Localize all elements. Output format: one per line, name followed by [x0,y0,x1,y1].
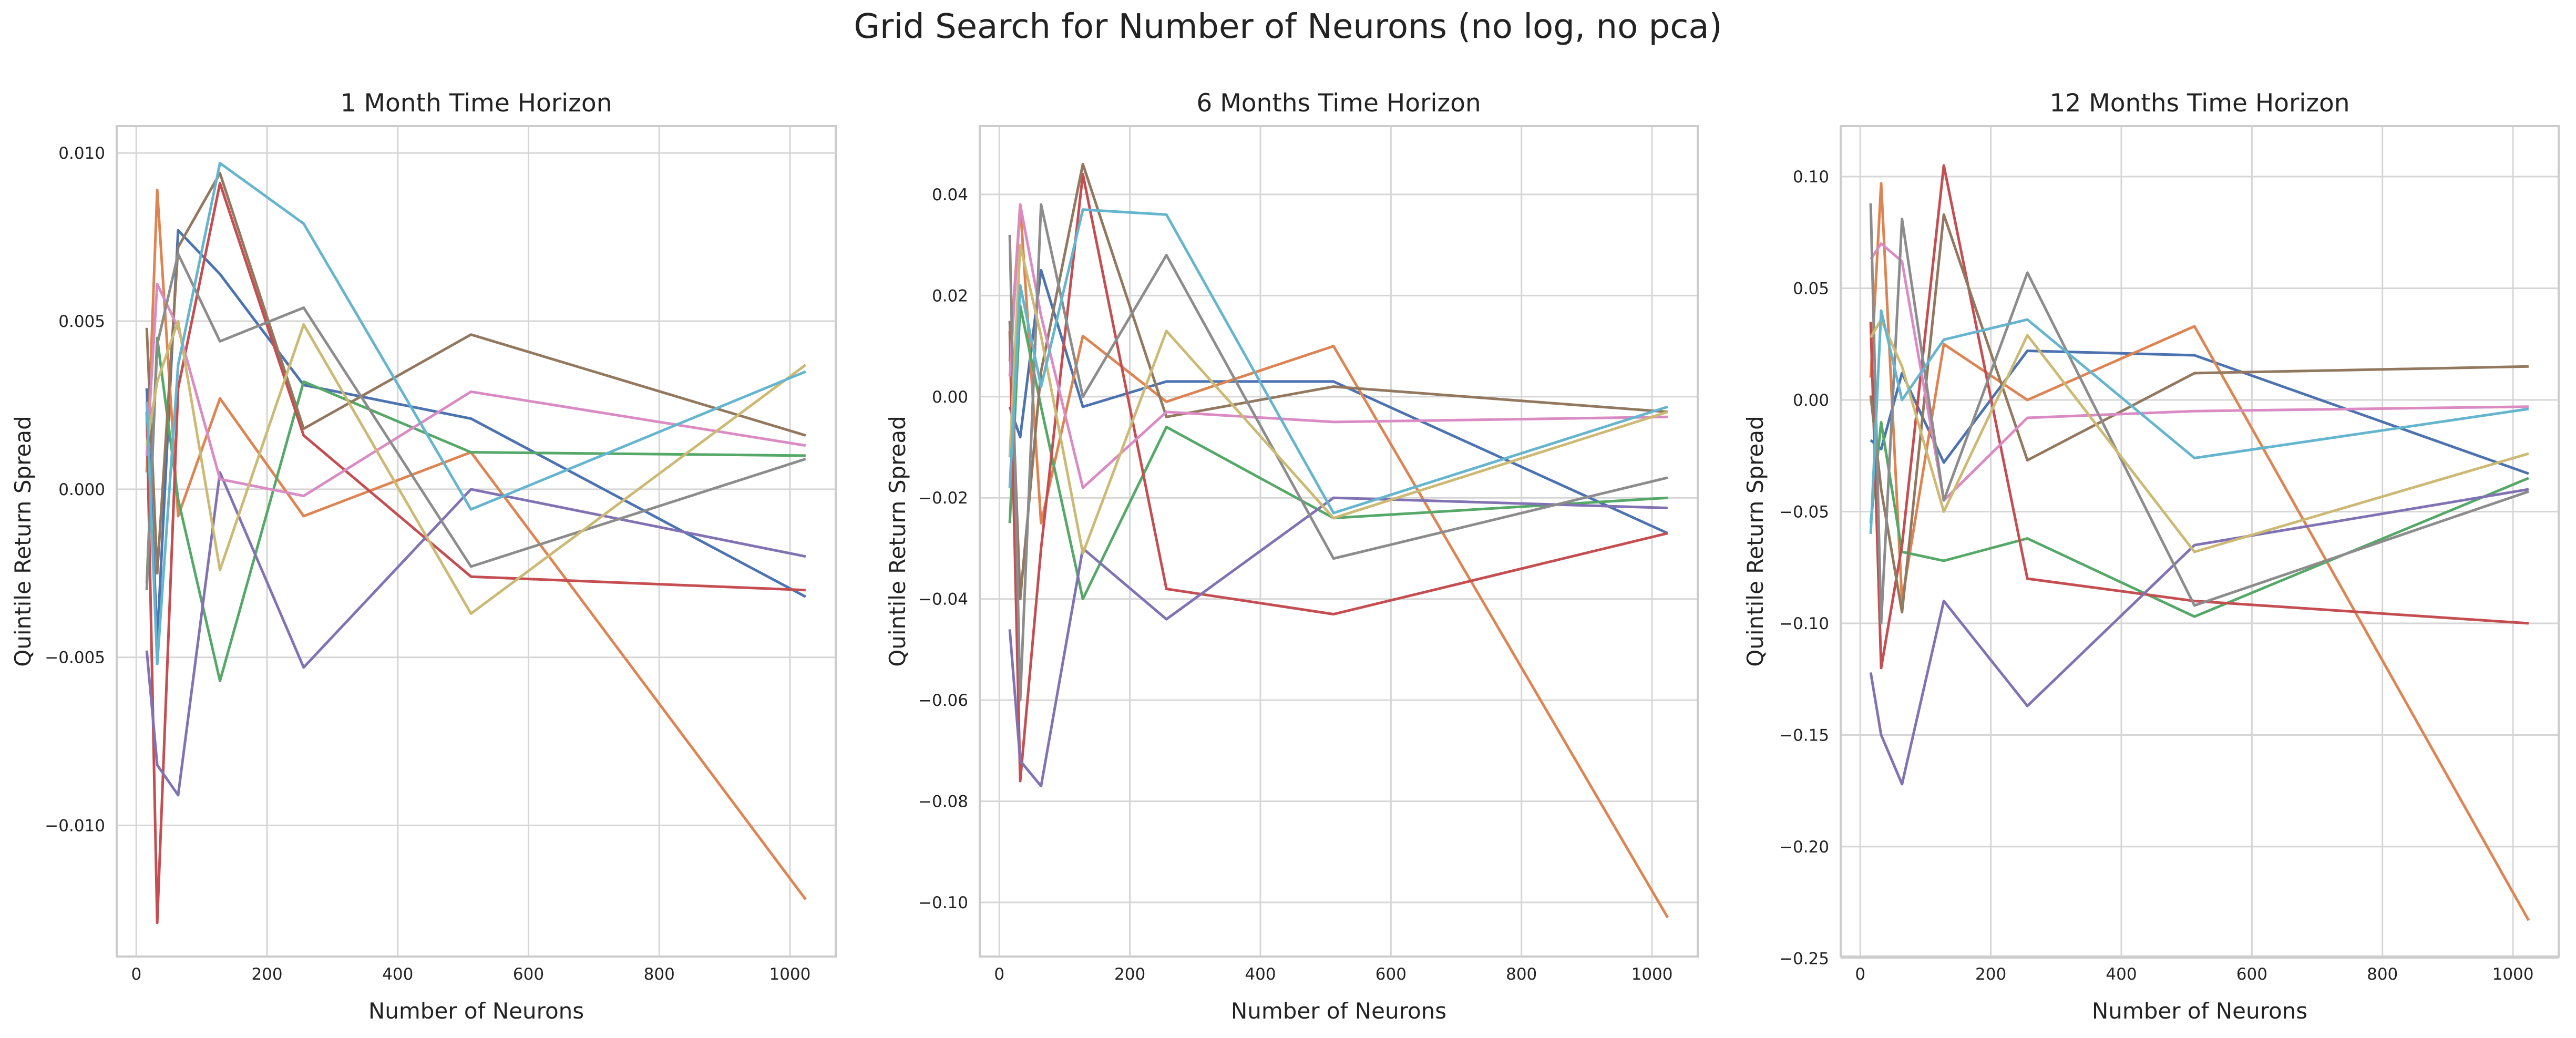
y-axis-label: Quintile Return Spread [1742,416,1768,667]
chart-panel-6-months: 6 Months Time Horizon Number of Neurons … [885,89,1699,1024]
series-line-8 [1008,203,1668,702]
x-axis-label: Number of Neurons [1231,998,1446,1024]
y-tick-label: 0.04 [932,186,968,204]
y-axis-label: Quintile Return Spread [885,416,910,667]
series-line-8 [145,252,806,590]
x-tick-label: 200 [1975,965,2006,984]
x-tick-label: 0 [131,965,141,984]
series-line-6 [1869,213,2529,614]
series-line-10 [1869,309,2529,535]
x-tick-label: 1000 [1631,965,1673,984]
y-tick-label: −0.20 [1779,838,1829,857]
y-tick-label: −0.04 [918,590,968,609]
series-line-9 [1869,318,2529,553]
plot-frame [979,125,1699,958]
x-tick-label: 600 [2236,965,2267,984]
panel-title: 1 Month Time Horizon [341,89,612,118]
series-line-5 [1008,496,1668,788]
x-tick-label: 800 [2367,965,2398,984]
series-line-4 [1008,172,1668,783]
chart-panel-12-months: 12 Months Time Horizon Number of Neurons… [1742,89,2560,1024]
x-tick-label: 200 [251,965,282,984]
series-line-7 [145,283,806,498]
panel-title: 6 Months Time Horizon [1196,89,1481,118]
series-group [145,161,807,924]
y-tick-label: −0.005 [45,649,105,667]
series-line-6 [145,172,806,575]
x-axis-label: Number of Neurons [368,998,584,1024]
grid [1841,126,2559,959]
x-tick-label: 0 [994,965,1004,984]
series-line-2 [1869,182,2530,921]
series-line-4 [1869,164,2529,670]
series-line-1 [1008,269,1668,535]
y-tick-label: 0.00 [1793,391,1829,410]
y-tick-label: −0.02 [918,489,968,508]
series-line-1 [1870,350,2529,475]
series-line-5 [1869,488,2529,786]
y-tick-label: −0.05 [1779,502,1829,521]
panel-title: 12 Months Time Horizon [2049,89,2349,118]
series-line-6 [1008,162,1668,601]
y-tick-label: 0.10 [1793,168,1829,187]
x-tick-label: 400 [382,965,413,984]
y-tick-label: 0.000 [58,480,105,499]
y-tick-label: 0.00 [932,388,968,407]
x-tick-label: 400 [2106,965,2137,984]
series-line-7 [1008,203,1668,489]
series-line-10 [145,161,806,665]
y-tick-label: −0.25 [1779,949,1829,968]
series-line-8 [1869,203,2529,625]
x-tick-label: 200 [1114,965,1145,984]
y-axis-label: Quintile Return Spread [10,416,36,667]
series-line-5 [145,471,806,797]
chart-panel-1-month: 1 Month Time Horizon Number of Neurons Q… [10,89,837,1024]
y-tick-label: −0.10 [1779,614,1829,633]
series-line-3 [1869,421,2529,618]
series-line-9 [145,320,807,615]
series-group [1008,162,1669,919]
series-line-9 [1008,243,1668,555]
series-line-3 [145,336,806,682]
series-line-2 [1008,203,1669,919]
x-tick-label: 800 [1506,965,1537,984]
x-tick-label: 800 [644,965,675,984]
y-tick-label: 0.05 [1793,280,1829,299]
series-line-10 [1008,208,1668,515]
x-tick-label: 400 [1245,965,1276,984]
grid [980,126,1698,957]
x-tick-label: 1000 [2492,965,2534,984]
x-tick-label: 600 [513,965,544,984]
y-tick-label: −0.06 [918,691,968,710]
y-tick-label: 0.02 [932,286,968,305]
figure-title: Grid Search for Number of Neurons (no lo… [854,7,1722,46]
plot-frame [1840,125,2560,958]
series-line-3 [1008,304,1668,601]
x-tick-label: 0 [1855,965,1865,984]
plot-frame [116,125,837,958]
x-axis-label: Number of Neurons [2092,998,2307,1024]
y-tick-label: −0.08 [918,793,968,811]
y-tick-label: −0.10 [918,893,968,912]
y-tick-label: −0.15 [1779,726,1829,745]
series-group [1869,164,2530,921]
y-tick-label: 0.005 [58,312,105,331]
x-tick-label: 600 [1376,965,1407,984]
y-tick-label: 0.010 [58,144,105,163]
y-tick-label: −0.010 [45,817,105,836]
grid [117,126,836,957]
series-line-4 [145,182,806,924]
x-tick-label: 1000 [769,965,810,984]
